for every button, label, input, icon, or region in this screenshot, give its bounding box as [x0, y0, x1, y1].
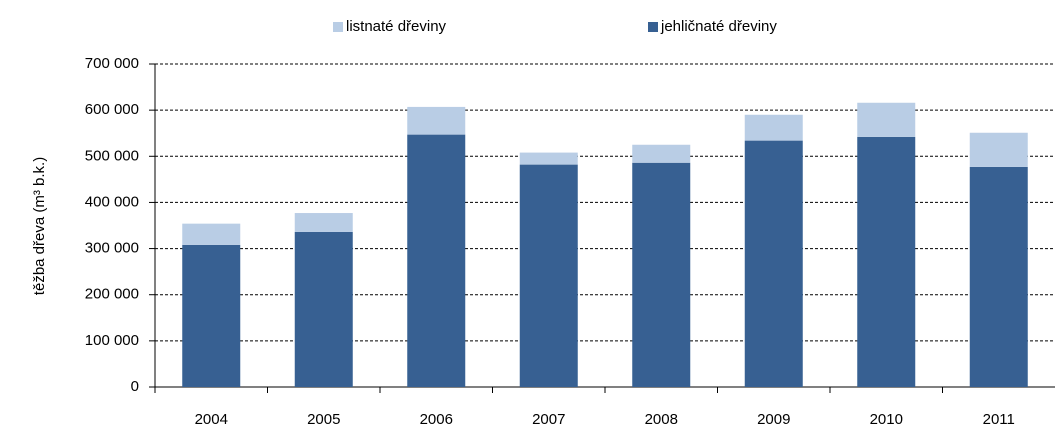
y-tick-label: 0 — [131, 378, 139, 395]
bar-segment — [632, 162, 691, 387]
bar-segment — [857, 136, 916, 387]
x-tick-label: 2011 — [983, 411, 1015, 428]
x-tick-label: 2006 — [420, 411, 453, 428]
y-tick-label: 700 000 — [85, 55, 139, 72]
x-tick-label: 2009 — [757, 411, 790, 428]
bar-segment — [294, 213, 353, 232]
bar-segment — [294, 231, 353, 387]
bar-segment — [857, 102, 916, 137]
y-tick-label: 600 000 — [85, 101, 139, 118]
bar-segment — [519, 152, 578, 165]
y-tick-label: 400 000 — [85, 193, 139, 210]
legend-swatch — [648, 22, 658, 32]
bar-segment — [969, 166, 1028, 387]
y-axis-label: těžba dřeva (m³ b.k.) — [31, 157, 48, 295]
bar-segment — [407, 106, 466, 135]
bar-segment — [744, 140, 803, 387]
y-tick-label: 300 000 — [85, 240, 139, 257]
x-tick-label: 2007 — [532, 411, 565, 428]
bar-segment — [969, 132, 1028, 167]
bar-segment — [407, 134, 466, 387]
x-tick-label: 2005 — [307, 411, 340, 428]
bar-segment — [182, 244, 241, 387]
x-tick-label: 2008 — [645, 411, 678, 428]
bar-segment — [182, 223, 241, 245]
bar-segment — [632, 144, 691, 163]
legend-swatch — [333, 22, 343, 32]
legend-label: jehličnaté dřeviny — [660, 18, 777, 35]
bar-segment — [744, 114, 803, 141]
x-tick-label: 2004 — [195, 411, 228, 428]
legend-label: listnaté dřeviny — [346, 18, 447, 35]
bar-segment — [519, 164, 578, 387]
y-tick-label: 200 000 — [85, 286, 139, 303]
y-tick-label: 500 000 — [85, 147, 139, 164]
x-tick-label: 2010 — [870, 411, 903, 428]
y-tick-label: 100 000 — [85, 332, 139, 349]
